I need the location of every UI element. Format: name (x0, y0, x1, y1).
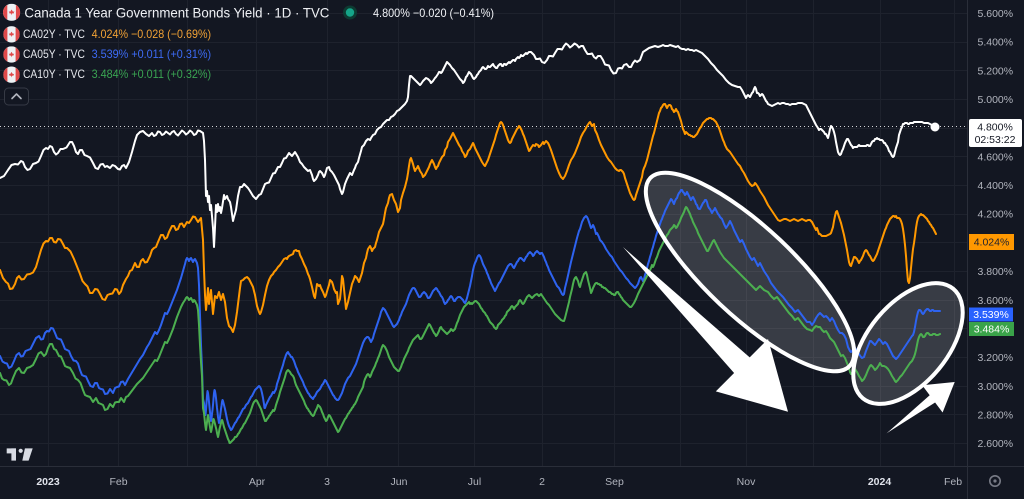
svg-text:CA10Y · TVC: CA10Y · TVC (23, 67, 85, 81)
svg-text:Sep: Sep (605, 476, 624, 488)
svg-text:5.000%: 5.000% (978, 94, 1014, 106)
svg-text:4.024% −0.028 (−0.69%): 4.024% −0.028 (−0.69%) (92, 27, 212, 41)
svg-text:3: 3 (324, 476, 330, 488)
svg-text:4.400%: 4.400% (978, 180, 1014, 192)
svg-text:3.000%: 3.000% (978, 381, 1014, 393)
svg-text:3.200%: 3.200% (978, 352, 1014, 364)
svg-text:5.200%: 5.200% (978, 65, 1014, 77)
svg-text:2.800%: 2.800% (978, 410, 1014, 422)
svg-text:3.539%: 3.539% (973, 309, 1009, 321)
svg-text:2: 2 (539, 476, 545, 488)
svg-text:3.800%: 3.800% (978, 266, 1014, 278)
svg-text:Apr: Apr (249, 476, 266, 488)
svg-text:4.200%: 4.200% (978, 209, 1014, 221)
svg-text:4.800%: 4.800% (977, 122, 1013, 134)
svg-text:4.024%: 4.024% (974, 237, 1010, 249)
svg-text:Feb: Feb (109, 476, 127, 488)
svg-text:02:53:22: 02:53:22 (975, 134, 1016, 146)
svg-text:2024: 2024 (868, 476, 892, 488)
svg-text:Feb: Feb (944, 476, 962, 488)
svg-text:5.600%: 5.600% (978, 8, 1014, 20)
svg-text:Jun: Jun (391, 476, 408, 488)
svg-text:4.600%: 4.600% (978, 151, 1014, 163)
svg-text:Nov: Nov (737, 476, 756, 488)
svg-text:3.484%: 3.484% (974, 324, 1010, 336)
svg-text:3.484% +0.011 (+0.32%): 3.484% +0.011 (+0.32%) (92, 67, 212, 81)
svg-text:5.400%: 5.400% (978, 37, 1014, 49)
svg-text:4.800% −0.020 (−0.41%): 4.800% −0.020 (−0.41%) (373, 6, 494, 20)
svg-text:Canada 1 Year Government Bonds: Canada 1 Year Government Bonds Yield · 1… (24, 4, 329, 20)
svg-text:2.600%: 2.600% (978, 438, 1014, 450)
svg-text:3.600%: 3.600% (978, 295, 1014, 307)
svg-text:3.539% +0.011 (+0.31%): 3.539% +0.011 (+0.31%) (92, 47, 212, 61)
svg-text:Jul: Jul (468, 476, 481, 488)
svg-text:CA02Y · TVC: CA02Y · TVC (23, 27, 85, 41)
svg-text:2023: 2023 (36, 476, 60, 488)
svg-text:CA05Y · TVC: CA05Y · TVC (23, 47, 85, 61)
